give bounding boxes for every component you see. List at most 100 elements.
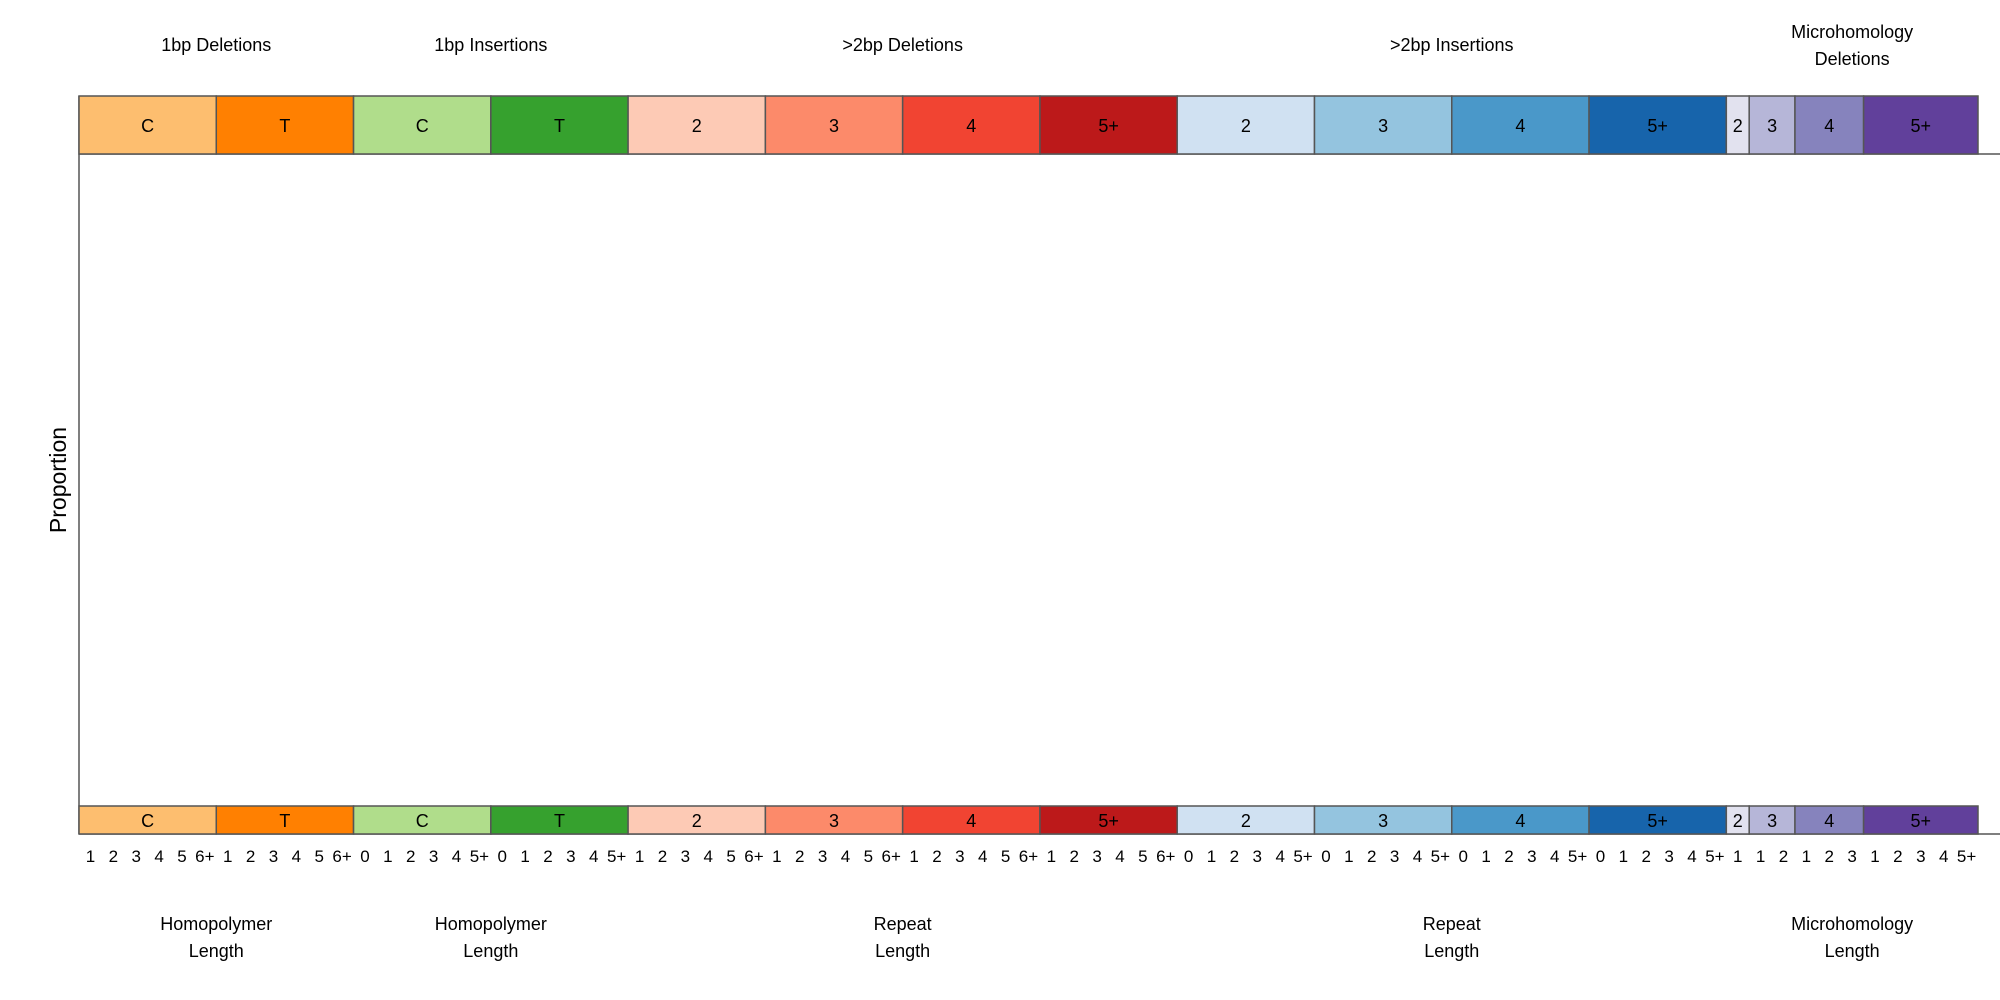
x-tick-label: 1 xyxy=(1619,847,1628,866)
bottom-strip-label: T xyxy=(279,811,290,831)
top-strip-label: C xyxy=(416,116,429,136)
group-title-microhomology-deletions-line2: Deletions xyxy=(1815,49,1890,69)
y-axis-label: Proportion xyxy=(45,427,71,533)
x-tick-label: 3 xyxy=(429,847,438,866)
x-tick-label: 5 xyxy=(177,847,186,866)
x-tick-label: 1 xyxy=(520,847,529,866)
top-strip-label: 2 xyxy=(692,116,702,136)
x-tick-label: 1 xyxy=(1047,847,1056,866)
x-tick-label: 4 xyxy=(1413,847,1422,866)
bottom-strip-label: 3 xyxy=(1378,811,1388,831)
x-tick-label: 2 xyxy=(1230,847,1239,866)
x-tick-label: 6+ xyxy=(195,847,214,866)
x-tick-label: 1 xyxy=(1756,847,1765,866)
x-tick-label: 5 xyxy=(864,847,873,866)
x-tick-label: 3 xyxy=(681,847,690,866)
x-group-label-repeat-length-line2: Length xyxy=(1424,941,1479,961)
top-strip-1bp-deletions-t xyxy=(215,95,355,155)
top-strip-2bp-insertions-3 xyxy=(1313,95,1453,155)
bottom-strip-label: 2 xyxy=(1241,811,1251,831)
bottom-strip-label: 5+ xyxy=(1911,811,1932,831)
x-tick-label: 0 xyxy=(498,847,507,866)
top-strip-label: 4 xyxy=(1824,116,1834,136)
bottom-category-strips: C T C T 2 3 4 5+ 2 3 4 5+ 2 3 4 5+ xyxy=(78,805,1979,835)
x-tick-label: 6+ xyxy=(332,847,351,866)
bottom-strip-2bp-insertions-5 xyxy=(1588,805,1728,835)
x-tick-label: 1 xyxy=(635,847,644,866)
bottom-strip-2bp-insertions-2 xyxy=(1176,805,1316,835)
x-tick-label: 3 xyxy=(1916,847,1925,866)
top-strip-label: 2 xyxy=(1241,116,1251,136)
top-strip-label: 4 xyxy=(966,116,976,136)
top-strip-2bp-deletions-2 xyxy=(627,95,767,155)
group-title-1bp-insertions: 1bp Insertions xyxy=(434,35,547,55)
x-tick-label: 4 xyxy=(589,847,598,866)
x-tick-label: 3 xyxy=(269,847,278,866)
top-strip-microhomology-deletions-4 xyxy=(1794,95,1865,155)
x-tick-label: 1 xyxy=(86,847,95,866)
bottom-strip-label: 3 xyxy=(1767,811,1777,831)
x-tick-label: 1 xyxy=(909,847,918,866)
x-tick-label: 2 xyxy=(1825,847,1834,866)
x-tick-label: 5+ xyxy=(1431,847,1450,866)
x-tick-label: 5+ xyxy=(1568,847,1587,866)
x-tick-label: 2 xyxy=(1367,847,1376,866)
x-tick-label: 2 xyxy=(1642,847,1651,866)
x-tick-label: 2 xyxy=(246,847,255,866)
x-group-label-microhomology-length-line1: Microhomology xyxy=(1791,914,1913,934)
x-group-label-homopolymer-length-line2: Length xyxy=(189,941,244,961)
x-tick-label: 3 xyxy=(1527,847,1536,866)
x-tick-label: 1 xyxy=(1207,847,1216,866)
x-tick-label: 5 xyxy=(315,847,324,866)
bottom-strip-microhomology-deletions-5 xyxy=(1862,805,1979,835)
bottom-strip-label: T xyxy=(554,811,565,831)
group-title-2bp-deletions: >2bp Deletions xyxy=(842,35,963,55)
x-tick-label: 2 xyxy=(1779,847,1788,866)
bottom-strip-label: C xyxy=(141,811,154,831)
x-tick-label: 1 xyxy=(1733,847,1742,866)
x-tick-label: 4 xyxy=(978,847,987,866)
group-title-2bp-insertions: >2bp Insertions xyxy=(1390,35,1514,55)
x-tick-label: 5+ xyxy=(607,847,626,866)
x-tick-label: 2 xyxy=(795,847,804,866)
top-strip-1bp-insertions-t xyxy=(490,95,629,155)
top-strip-label: 5+ xyxy=(1911,116,1932,136)
group-titles: 1bp Deletions 1bp Insertions >2bp Deletion… xyxy=(161,22,1913,69)
top-strip-label: 3 xyxy=(829,116,839,136)
x-tick-label: 3 xyxy=(1847,847,1856,866)
x-tick-label: 6+ xyxy=(1019,847,1038,866)
x-tick-label: 4 xyxy=(292,847,301,866)
top-category-strips: C T C T 2 3 4 5+ 2 3 4 5+ 2 3 4 5+ xyxy=(78,95,1979,155)
x-tick-label: 3 xyxy=(1664,847,1673,866)
x-tick-label: 2 xyxy=(1893,847,1902,866)
x-tick-label: 4 xyxy=(1115,847,1124,866)
top-strip-label: C xyxy=(141,116,154,136)
x-group-label-repeat-length-line2: Length xyxy=(875,941,930,961)
top-strip-2bp-deletions-5 xyxy=(1039,95,1178,155)
bottom-strip-label: 5+ xyxy=(1098,811,1119,831)
x-tick-label: 4 xyxy=(1939,847,1948,866)
group-title-1bp-deletions: 1bp Deletions xyxy=(161,35,271,55)
x-tick-label: 5+ xyxy=(1957,847,1976,866)
x-tick-label: 3 xyxy=(818,847,827,866)
x-tick-label: 6+ xyxy=(882,847,901,866)
top-strip-1bp-deletions-c xyxy=(78,95,218,155)
x-tick-label: 4 xyxy=(841,847,850,866)
x-tick-label: 2 xyxy=(932,847,941,866)
x-tick-label: 4 xyxy=(1687,847,1696,866)
top-strip-1bp-insertions-c xyxy=(352,95,492,155)
x-tick-label: 4 xyxy=(452,847,461,866)
top-strip-2bp-insertions-2 xyxy=(1176,95,1316,155)
bottom-strip-2bp-insertions-4 xyxy=(1451,805,1590,835)
x-group-labels: Homopolymer Length Homopolymer Length Repeat… xyxy=(160,914,1913,961)
x-tick-label: 6+ xyxy=(744,847,763,866)
x-tick-label: 2 xyxy=(1070,847,1079,866)
x-tick-label: 3 xyxy=(1253,847,1262,866)
x-tick-label: 5+ xyxy=(1705,847,1724,866)
x-group-label-homopolymer-length-line1: Homopolymer xyxy=(435,914,547,934)
x-tick-label: 2 xyxy=(658,847,667,866)
x-group-label-microhomology-length-line2: Length xyxy=(1825,941,1880,961)
x-tick-label: 4 xyxy=(1550,847,1559,866)
top-strip-label: T xyxy=(554,116,565,136)
